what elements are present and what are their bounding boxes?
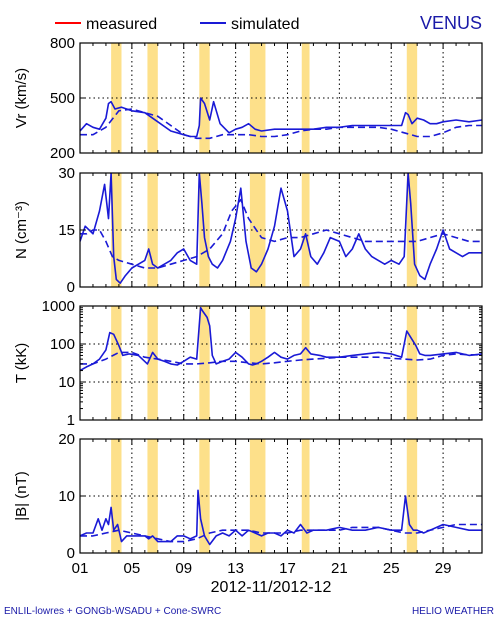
y-axis-label-n: N (cm⁻³) bbox=[13, 201, 30, 259]
x-tick-label-3: 13 bbox=[227, 560, 244, 577]
x-tick-label-5: 21 bbox=[331, 560, 348, 577]
highlight-band-b-2 bbox=[199, 439, 210, 553]
highlight-band-t-0 bbox=[111, 306, 122, 420]
plot-frame-vr bbox=[79, 42, 483, 154]
y-axis-label-vr: Vr (km/s) bbox=[13, 68, 30, 128]
series-vr-solid bbox=[80, 97, 482, 138]
helio-weather-label: HELIO WEATHER bbox=[411, 606, 494, 617]
x-tick-label-2: 09 bbox=[175, 560, 192, 577]
x-tick-label-0: 01 bbox=[72, 560, 89, 577]
highlight-band-t-4 bbox=[301, 306, 310, 420]
series-vr-dashed bbox=[80, 108, 482, 140]
y-tick-label-t-3: 1000 bbox=[42, 298, 75, 315]
legend-measured-label: measured bbox=[86, 16, 157, 33]
highlight-band-b-3 bbox=[249, 439, 266, 553]
highlight-band-vr-2 bbox=[199, 43, 210, 153]
x-tick-label-7: 29 bbox=[435, 560, 452, 577]
highlight-band-vr-5 bbox=[406, 43, 418, 153]
series-b-solid bbox=[80, 489, 482, 546]
x-tick-label-4: 17 bbox=[279, 560, 296, 577]
series-n-dashed bbox=[80, 198, 482, 269]
series-t-solid bbox=[80, 306, 482, 372]
x-axis-label: 2012-11/2012-12 bbox=[211, 579, 332, 596]
panel-vr: 200 500 800 Vr (km/s) bbox=[13, 35, 483, 162]
model-credit: ENLIL-lowres + GONGb-WSADU + Cone-SWRC bbox=[4, 606, 222, 617]
y-tick-label-vr-2: 800 bbox=[50, 35, 75, 52]
y-tick-label-t-1: 10 bbox=[58, 374, 75, 391]
highlight-band-vr-3 bbox=[249, 43, 266, 153]
x-tick-label-6: 25 bbox=[383, 560, 400, 577]
y-axis-label-t: T (kK) bbox=[13, 343, 30, 384]
y-tick-label-b-2: 20 bbox=[58, 431, 75, 448]
y-tick-label-vr-1: 500 bbox=[50, 90, 75, 107]
panel-n: 0 15 30 N (cm⁻³) bbox=[13, 165, 483, 296]
x-tick-label-1: 05 bbox=[124, 560, 141, 577]
highlight-band-t-2 bbox=[199, 306, 210, 420]
series-n-solid bbox=[80, 173, 482, 285]
panel-t: 1 10 100 1000 T (kK) bbox=[13, 298, 483, 429]
y-tick-label-t-2: 100 bbox=[50, 336, 75, 353]
chart-title: VENUS bbox=[420, 13, 482, 33]
y-tick-label-n-1: 15 bbox=[58, 222, 75, 239]
y-tick-label-b-1: 10 bbox=[58, 488, 75, 505]
highlight-band-t-5 bbox=[406, 306, 418, 420]
y-tick-label-b-0: 0 bbox=[67, 545, 75, 562]
plot-frame-t bbox=[79, 305, 483, 421]
highlight-band-t-1 bbox=[147, 306, 158, 420]
y-tick-label-n-0: 0 bbox=[67, 279, 75, 296]
highlight-band-b-5 bbox=[406, 439, 418, 553]
panel-b: 0 10 20 |B| (nT) bbox=[13, 431, 483, 562]
series-t-dashed bbox=[80, 351, 482, 365]
y-tick-label-n-2: 30 bbox=[58, 165, 75, 182]
highlight-band-n-3 bbox=[249, 173, 266, 287]
y-tick-label-t-0: 1 bbox=[67, 412, 75, 429]
y-tick-label-vr-0: 200 bbox=[50, 145, 75, 162]
series-b-dashed bbox=[80, 523, 482, 543]
legend-simulated-label: simulated bbox=[231, 16, 299, 33]
y-axis-label-b: |B| (nT) bbox=[13, 471, 30, 520]
